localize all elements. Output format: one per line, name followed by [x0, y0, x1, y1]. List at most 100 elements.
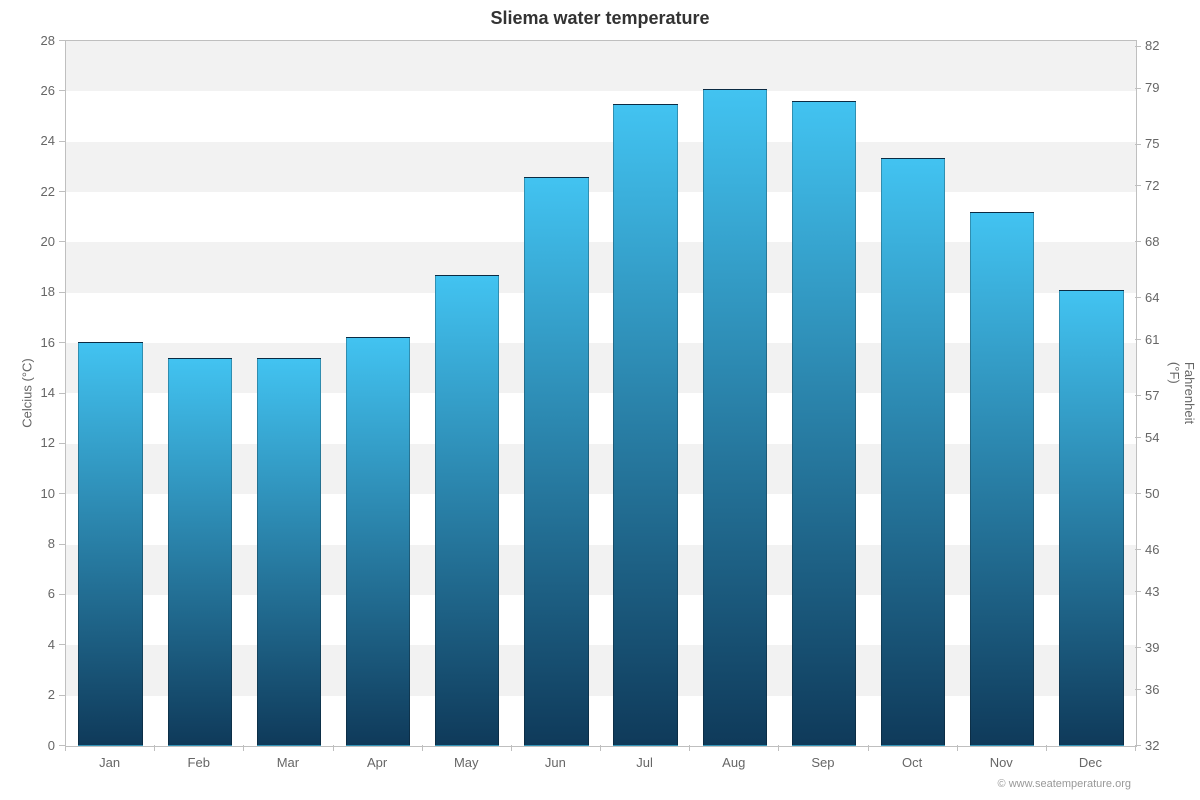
bar-aug[interactable] — [703, 89, 767, 746]
y-right-tick-label: 82 — [1145, 38, 1159, 53]
y-left-tick-mark — [59, 241, 65, 242]
y-left-tick-label: 14 — [41, 385, 55, 400]
y-left-tick-mark — [59, 443, 65, 444]
bar-jan[interactable] — [78, 342, 142, 746]
y-right-tick-label: 64 — [1145, 290, 1159, 305]
y-right-tick-mark — [1135, 591, 1141, 592]
y-left-tick-label: 16 — [41, 335, 55, 350]
x-tick-mark — [868, 745, 869, 751]
x-tick-mark — [243, 745, 244, 751]
y-right-tick-mark — [1135, 144, 1141, 145]
bar-dec[interactable] — [1059, 290, 1123, 746]
y-right-tick-label: 46 — [1145, 542, 1159, 557]
y-right-tick-mark — [1135, 549, 1141, 550]
x-tick-label: Oct — [902, 755, 922, 770]
y-right-tick-label: 50 — [1145, 486, 1159, 501]
x-tick-label: Dec — [1079, 755, 1102, 770]
x-tick-mark — [957, 745, 958, 751]
y-left-tick-label: 12 — [41, 435, 55, 450]
y-left-tick-label: 4 — [48, 637, 55, 652]
plot-area — [65, 40, 1137, 747]
y-left-tick-mark — [59, 40, 65, 41]
x-tick-mark — [65, 745, 66, 751]
chart-container: Sliema water temperature Celcius (°C) Fa… — [0, 0, 1200, 800]
y-left-tick-mark — [59, 644, 65, 645]
y-left-tick-label: 6 — [48, 586, 55, 601]
x-tick-mark — [689, 745, 690, 751]
y-right-tick-mark — [1135, 689, 1141, 690]
y-right-tick-mark — [1135, 647, 1141, 648]
y-right-tick-label: 32 — [1145, 738, 1159, 753]
x-tick-label: Mar — [277, 755, 299, 770]
x-tick-mark — [778, 745, 779, 751]
y-left-tick-mark — [59, 393, 65, 394]
y-right-tick-mark — [1135, 88, 1141, 89]
bar-nov[interactable] — [970, 212, 1034, 746]
y-left-tick-label: 24 — [41, 133, 55, 148]
y-left-tick-label: 8 — [48, 536, 55, 551]
y-left-tick-label: 26 — [41, 83, 55, 98]
x-tick-mark — [1135, 745, 1136, 751]
y-right-tick-label: 75 — [1145, 136, 1159, 151]
y-left-tick-label: 20 — [41, 234, 55, 249]
y-left-tick-mark — [59, 493, 65, 494]
bar-jun[interactable] — [524, 177, 588, 746]
y-right-tick-label: 36 — [1145, 682, 1159, 697]
x-tick-mark — [1046, 745, 1047, 751]
grid-band — [66, 41, 1136, 91]
y-right-tick-mark — [1135, 395, 1141, 396]
x-tick-label: May — [454, 755, 479, 770]
bar-jul[interactable] — [613, 104, 677, 746]
y-left-tick-label: 2 — [48, 687, 55, 702]
bar-sep[interactable] — [792, 101, 856, 746]
y-right-tick-mark — [1135, 297, 1141, 298]
y-left-tick-mark — [59, 594, 65, 595]
y-right-tick-label: 68 — [1145, 234, 1159, 249]
x-tick-label: Aug — [722, 755, 745, 770]
x-tick-label: Nov — [990, 755, 1013, 770]
x-tick-mark — [600, 745, 601, 751]
y-left-tick-label: 0 — [48, 738, 55, 753]
x-tick-label: Jan — [99, 755, 120, 770]
chart-title: Sliema water temperature — [0, 8, 1200, 29]
x-tick-mark — [422, 745, 423, 751]
bar-apr[interactable] — [346, 337, 410, 746]
credits-text: © www.seatemperature.org — [998, 778, 1131, 790]
y-right-tick-mark — [1135, 241, 1141, 242]
y-left-tick-mark — [59, 191, 65, 192]
y-axis-left-label: Celcius (°C) — [19, 358, 34, 427]
bar-oct[interactable] — [881, 158, 945, 746]
y-right-tick-mark — [1135, 437, 1141, 438]
y-left-tick-mark — [59, 90, 65, 91]
y-left-tick-mark — [59, 141, 65, 142]
y-left-tick-label: 28 — [41, 33, 55, 48]
y-right-tick-mark — [1135, 46, 1141, 47]
y-left-tick-label: 22 — [41, 184, 55, 199]
x-tick-label: Sep — [811, 755, 834, 770]
y-right-tick-label: 54 — [1145, 430, 1159, 445]
y-right-tick-label: 72 — [1145, 178, 1159, 193]
y-left-tick-label: 10 — [41, 486, 55, 501]
x-tick-mark — [154, 745, 155, 751]
x-tick-mark — [333, 745, 334, 751]
y-right-tick-label: 43 — [1145, 584, 1159, 599]
y-right-tick-mark — [1135, 185, 1141, 186]
y-right-tick-label: 61 — [1145, 332, 1159, 347]
x-tick-mark — [511, 745, 512, 751]
x-tick-label: Apr — [367, 755, 387, 770]
y-right-tick-mark — [1135, 493, 1141, 494]
x-tick-label: Jun — [545, 755, 566, 770]
y-left-tick-mark — [59, 342, 65, 343]
y-right-tick-label: 79 — [1145, 80, 1159, 95]
y-left-tick-mark — [59, 544, 65, 545]
x-tick-label: Jul — [636, 755, 653, 770]
bar-feb[interactable] — [168, 358, 232, 746]
y-left-tick-label: 18 — [41, 284, 55, 299]
bar-mar[interactable] — [257, 358, 321, 746]
y-left-tick-mark — [59, 292, 65, 293]
bar-may[interactable] — [435, 275, 499, 746]
y-right-tick-label: 39 — [1145, 640, 1159, 655]
y-right-tick-label: 57 — [1145, 388, 1159, 403]
grid-band — [66, 142, 1136, 192]
y-right-tick-mark — [1135, 339, 1141, 340]
